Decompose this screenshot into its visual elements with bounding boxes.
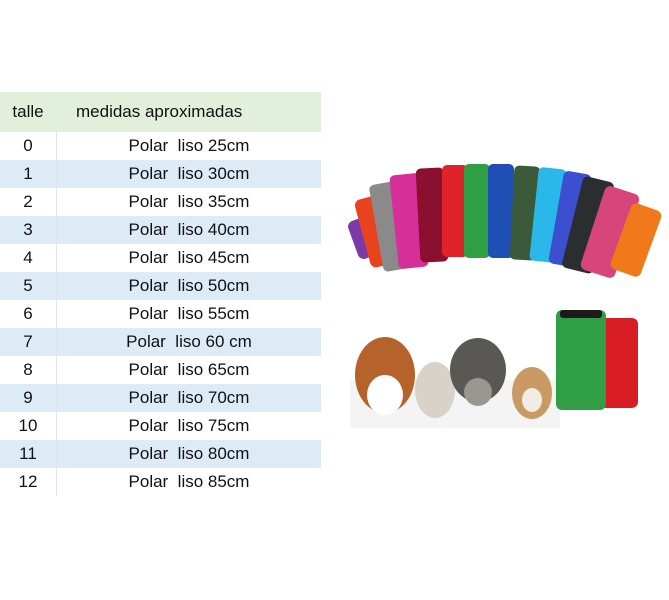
measure-cell: Polar liso 60 cm	[126, 332, 252, 351]
size-cell: 9	[0, 384, 57, 412]
size-cell: 7	[0, 328, 57, 356]
table-row: 6 Polar liso 55cm	[0, 300, 321, 328]
table-row: 10 Polar liso 75cm	[0, 412, 321, 440]
measure-cell: Polar liso 40cm	[128, 220, 250, 239]
measure-cell: Polar liso 50cm	[128, 276, 250, 295]
table-row: 4 Polar liso 45cm	[0, 244, 321, 272]
measure-cell: Polar liso 25cm	[128, 136, 250, 155]
table-row: 9 Polar liso 70cm	[0, 384, 321, 412]
table-row: 5 Polar liso 50cm	[0, 272, 321, 300]
measure-cell: Polar liso 65cm	[128, 360, 250, 379]
table-row: 12 Polar liso 85cm	[0, 468, 321, 496]
table-row: 11 Polar liso 80cm	[0, 440, 321, 468]
measure-cell: Polar liso 45cm	[128, 248, 250, 267]
size-table: talle medidas aproximadas 0 Polar liso 25…	[0, 92, 321, 496]
size-cell: 2	[0, 188, 57, 216]
size-cell: 3	[0, 216, 57, 244]
size-cell: 1	[0, 160, 57, 188]
size-cell: 4	[0, 244, 57, 272]
measure-cell: Polar liso 70cm	[128, 388, 250, 407]
table-header: talle medidas aproximadas	[0, 92, 321, 132]
size-cell: 6	[0, 300, 57, 328]
table-row: 2 Polar liso 35cm	[0, 188, 321, 216]
measure-cell: Polar liso 30cm	[128, 164, 250, 183]
measure-cell: Polar liso 75cm	[128, 416, 250, 435]
vest-pair	[556, 310, 638, 410]
size-cell: 5	[0, 272, 57, 300]
vest-fan	[348, 164, 662, 278]
measure-cell: Polar liso 85cm	[128, 472, 250, 491]
measure-cell: Polar liso 35cm	[128, 192, 250, 211]
header-cell: talle	[12, 102, 44, 121]
measure-cell: Polar liso 80cm	[128, 444, 250, 463]
size-cell: 12	[0, 468, 57, 496]
table-row: 1 Polar liso 30cm	[0, 160, 321, 188]
size-cell: 11	[0, 440, 57, 468]
size-cell: 10	[0, 412, 57, 440]
table-row: 3 Polar liso 40cm	[0, 216, 321, 244]
table-row: 8 Polar liso 65cm	[0, 356, 321, 384]
pets	[350, 337, 560, 428]
header-cell: medidas aproximadas	[76, 102, 243, 121]
table-row: 7 Polar liso 60 cm	[0, 328, 321, 356]
size-cell: 0	[0, 132, 57, 160]
measure-cell: Polar liso 55cm	[128, 304, 250, 323]
size-cell: 8	[0, 356, 57, 384]
table-row: 0 Polar liso 25cm	[0, 132, 321, 160]
